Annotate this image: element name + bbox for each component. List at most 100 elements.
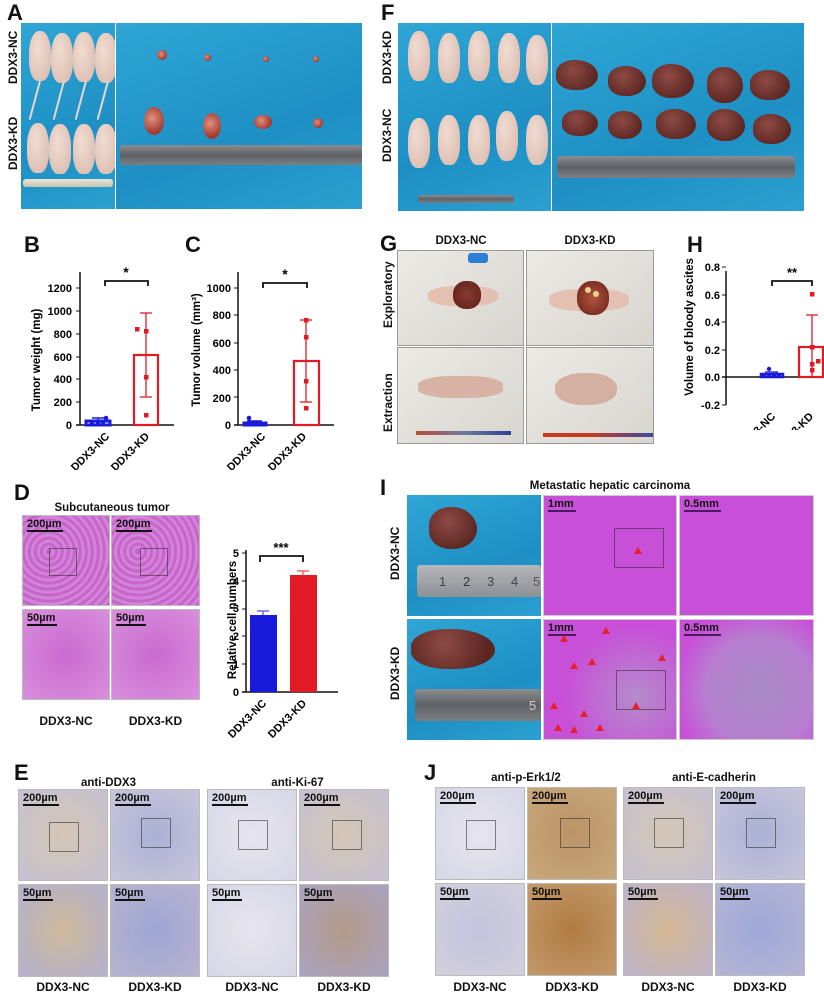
svg-text:200: 200 xyxy=(213,393,231,405)
y-axis-label: Tumor weight (mg) xyxy=(31,309,43,412)
panel-g-row-label-1a: Exploratory xyxy=(381,261,395,328)
svg-text:400: 400 xyxy=(54,374,72,386)
svg-text:0.0: 0.0 xyxy=(705,372,720,384)
svg-text:0: 0 xyxy=(66,420,72,432)
panel-e-group-label-4: DDX3-KD xyxy=(317,980,371,994)
panel-g-ascites-kd-photo xyxy=(526,347,654,444)
panel-j-stain-title-perk: anti-p-Erk1/2 xyxy=(491,772,561,784)
panel-j-stain-title-ecad: anti-E-cadherin xyxy=(672,772,756,784)
svg-text:DDX3-KD: DDX3-KD xyxy=(773,411,816,430)
panel-i-kd-0.5mm: 0.5mm xyxy=(679,619,814,740)
panel-j-perk-nc-50um: 50µm xyxy=(435,883,525,976)
panel-label-a: A xyxy=(7,0,23,25)
svg-text:4: 4 xyxy=(233,576,240,588)
chart-tumor-weight: Tumor weight (mg) 0 200 400 600 800 1000… xyxy=(31,264,174,470)
svg-text:DDX3-KD: DDX3-KD xyxy=(266,698,309,740)
panel-g-laparotomy-nc-photo xyxy=(397,250,524,346)
panel-e-ki67-nc-200um: 200µm xyxy=(207,789,297,881)
panel-f-row-label-nc: DDX3-NC xyxy=(380,108,394,162)
panel-e-ki67-kd-200um: 200µm xyxy=(299,789,389,881)
svg-text:0.6: 0.6 xyxy=(705,290,720,302)
panel-f-livers-photo xyxy=(552,23,804,211)
panel-e-ki67-kd-50um: 50µm xyxy=(299,884,389,977)
panel-label-e: E xyxy=(14,760,29,785)
significance-marker: *** xyxy=(273,540,289,555)
chart-tumor-volume: Tumor volume (mm³) 0 200 400 600 800 100… xyxy=(191,266,334,470)
svg-text:0: 0 xyxy=(225,420,231,432)
panel-e-ddx3-nc-200um: 200µm xyxy=(18,789,108,881)
significance-marker: * xyxy=(282,266,288,282)
y-axis-label: Tumor volume (mm³) xyxy=(191,293,203,407)
panel-label-d: D xyxy=(14,480,30,505)
panel-j-group-label-1: DDX3-NC xyxy=(453,980,507,994)
panel-j-group-label-3: DDX3-NC xyxy=(641,980,695,994)
svg-text:DDX3-NC: DDX3-NC xyxy=(69,431,112,470)
panel-j-ecad-kd-200um: 200µm xyxy=(715,787,805,880)
svg-text:0.8: 0.8 xyxy=(705,262,720,274)
panel-j-ecad-kd-50um: 50µm xyxy=(715,883,805,976)
svg-text:800: 800 xyxy=(54,329,72,341)
svg-text:1200: 1200 xyxy=(48,283,72,295)
svg-text:1000: 1000 xyxy=(48,306,72,318)
panel-label-j: J xyxy=(424,760,437,785)
panel-label-i: I xyxy=(380,475,387,500)
panel-a-mice-photo xyxy=(21,23,115,209)
svg-text:800: 800 xyxy=(213,310,231,322)
panel-f-mice-photo xyxy=(398,23,551,211)
panel-j-perk-nc-200um: 200µm xyxy=(435,787,525,880)
panel-i-liver-kd-photo: 5 xyxy=(407,619,541,740)
svg-text:DDX3-NC: DDX3-NC xyxy=(735,411,778,430)
panel-i-nc-1mm: 1mm xyxy=(543,495,677,616)
svg-text:0.4: 0.4 xyxy=(705,317,721,329)
panel-a-tumors-photo xyxy=(116,23,362,209)
panel-a-row-label-nc: DDX3-NC xyxy=(6,30,20,84)
panel-g-laparotomy-kd-photo xyxy=(526,250,654,346)
panel-e-stain-title-ddx3: anti-DDX3 xyxy=(81,777,136,789)
svg-text:DDX3-KD: DDX3-KD xyxy=(266,431,309,470)
panel-d-group-label-kd: DDX3-KD xyxy=(128,714,183,728)
y-axis-label: Volume of bloody ascites xyxy=(684,258,696,396)
panel-d-kd-50um: 50µm xyxy=(111,609,200,700)
chart-bloody-ascites: Volume of bloody ascites -0.2 0.0 0.2 0.… xyxy=(684,258,824,430)
panel-g-row-label-2a: Extraction xyxy=(381,373,395,432)
panel-a-row-label-kd: DDX3-KD xyxy=(6,116,20,170)
svg-text:DDX3-NC: DDX3-NC xyxy=(226,698,269,740)
panel-j-group-label-4: DDX3-KD xyxy=(733,980,787,994)
svg-text:200: 200 xyxy=(54,397,72,409)
panel-g-col-label-kd: DDX3-KD xyxy=(564,235,616,247)
panel-label-g: G xyxy=(380,231,398,256)
panel-f-row-label-kd: DDX3-KD xyxy=(380,30,394,84)
y-axis-label: Relative cell numbers xyxy=(227,561,239,679)
svg-text:2: 2 xyxy=(233,631,239,643)
svg-text:1: 1 xyxy=(233,659,239,671)
panel-j-perk-kd-200um: 200µm xyxy=(527,787,617,880)
svg-text:-0.2: -0.2 xyxy=(701,400,720,412)
svg-text:600: 600 xyxy=(213,338,231,350)
svg-text:400: 400 xyxy=(213,365,231,377)
panel-e-ddx3-kd-200um: 200µm xyxy=(110,789,200,881)
panel-e-stain-title-ki67: anti-Ki-67 xyxy=(271,777,324,789)
panel-i-nc-0.5mm: 0.5mm xyxy=(679,495,814,616)
panel-i-kd-1mm: 1mm xyxy=(543,619,677,740)
panel-d-kd-200um: 200µm xyxy=(111,515,200,606)
panel-d-group-label-nc: DDX3-NC xyxy=(39,714,93,728)
svg-text:0: 0 xyxy=(233,687,239,699)
panel-j-ecad-nc-200um: 200µm xyxy=(623,787,713,880)
svg-text:3: 3 xyxy=(233,603,239,615)
panel-e-group-label-2: DDX3-KD xyxy=(128,980,182,994)
svg-text:DDX3-NC: DDX3-NC xyxy=(225,431,268,470)
panel-label-c: C xyxy=(185,232,201,257)
panel-i-row-label-nc: DDX3-NC xyxy=(388,526,402,580)
panel-i-liver-nc-photo: 1 2 3 4 5 xyxy=(407,495,541,616)
panel-label-h: H xyxy=(687,232,703,257)
panel-e-group-label-3: DDX3-NC xyxy=(225,980,279,994)
panel-e-ddx3-kd-50um: 50µm xyxy=(110,884,200,977)
svg-text:DDX3-KD: DDX3-KD xyxy=(109,431,152,470)
panel-d-title: Subcutaneous tumor xyxy=(54,502,170,514)
panel-j-ecad-nc-50um: 50µm xyxy=(623,883,713,976)
svg-text:5: 5 xyxy=(233,548,239,560)
panel-j-group-label-2: DDX3-KD xyxy=(545,980,599,994)
chart-relative-cell-numbers: Relative cell numbers 0 1 2 3 4 5 *** DD… xyxy=(226,540,338,740)
panel-label-f: F xyxy=(381,0,395,25)
svg-text:600: 600 xyxy=(54,352,72,364)
